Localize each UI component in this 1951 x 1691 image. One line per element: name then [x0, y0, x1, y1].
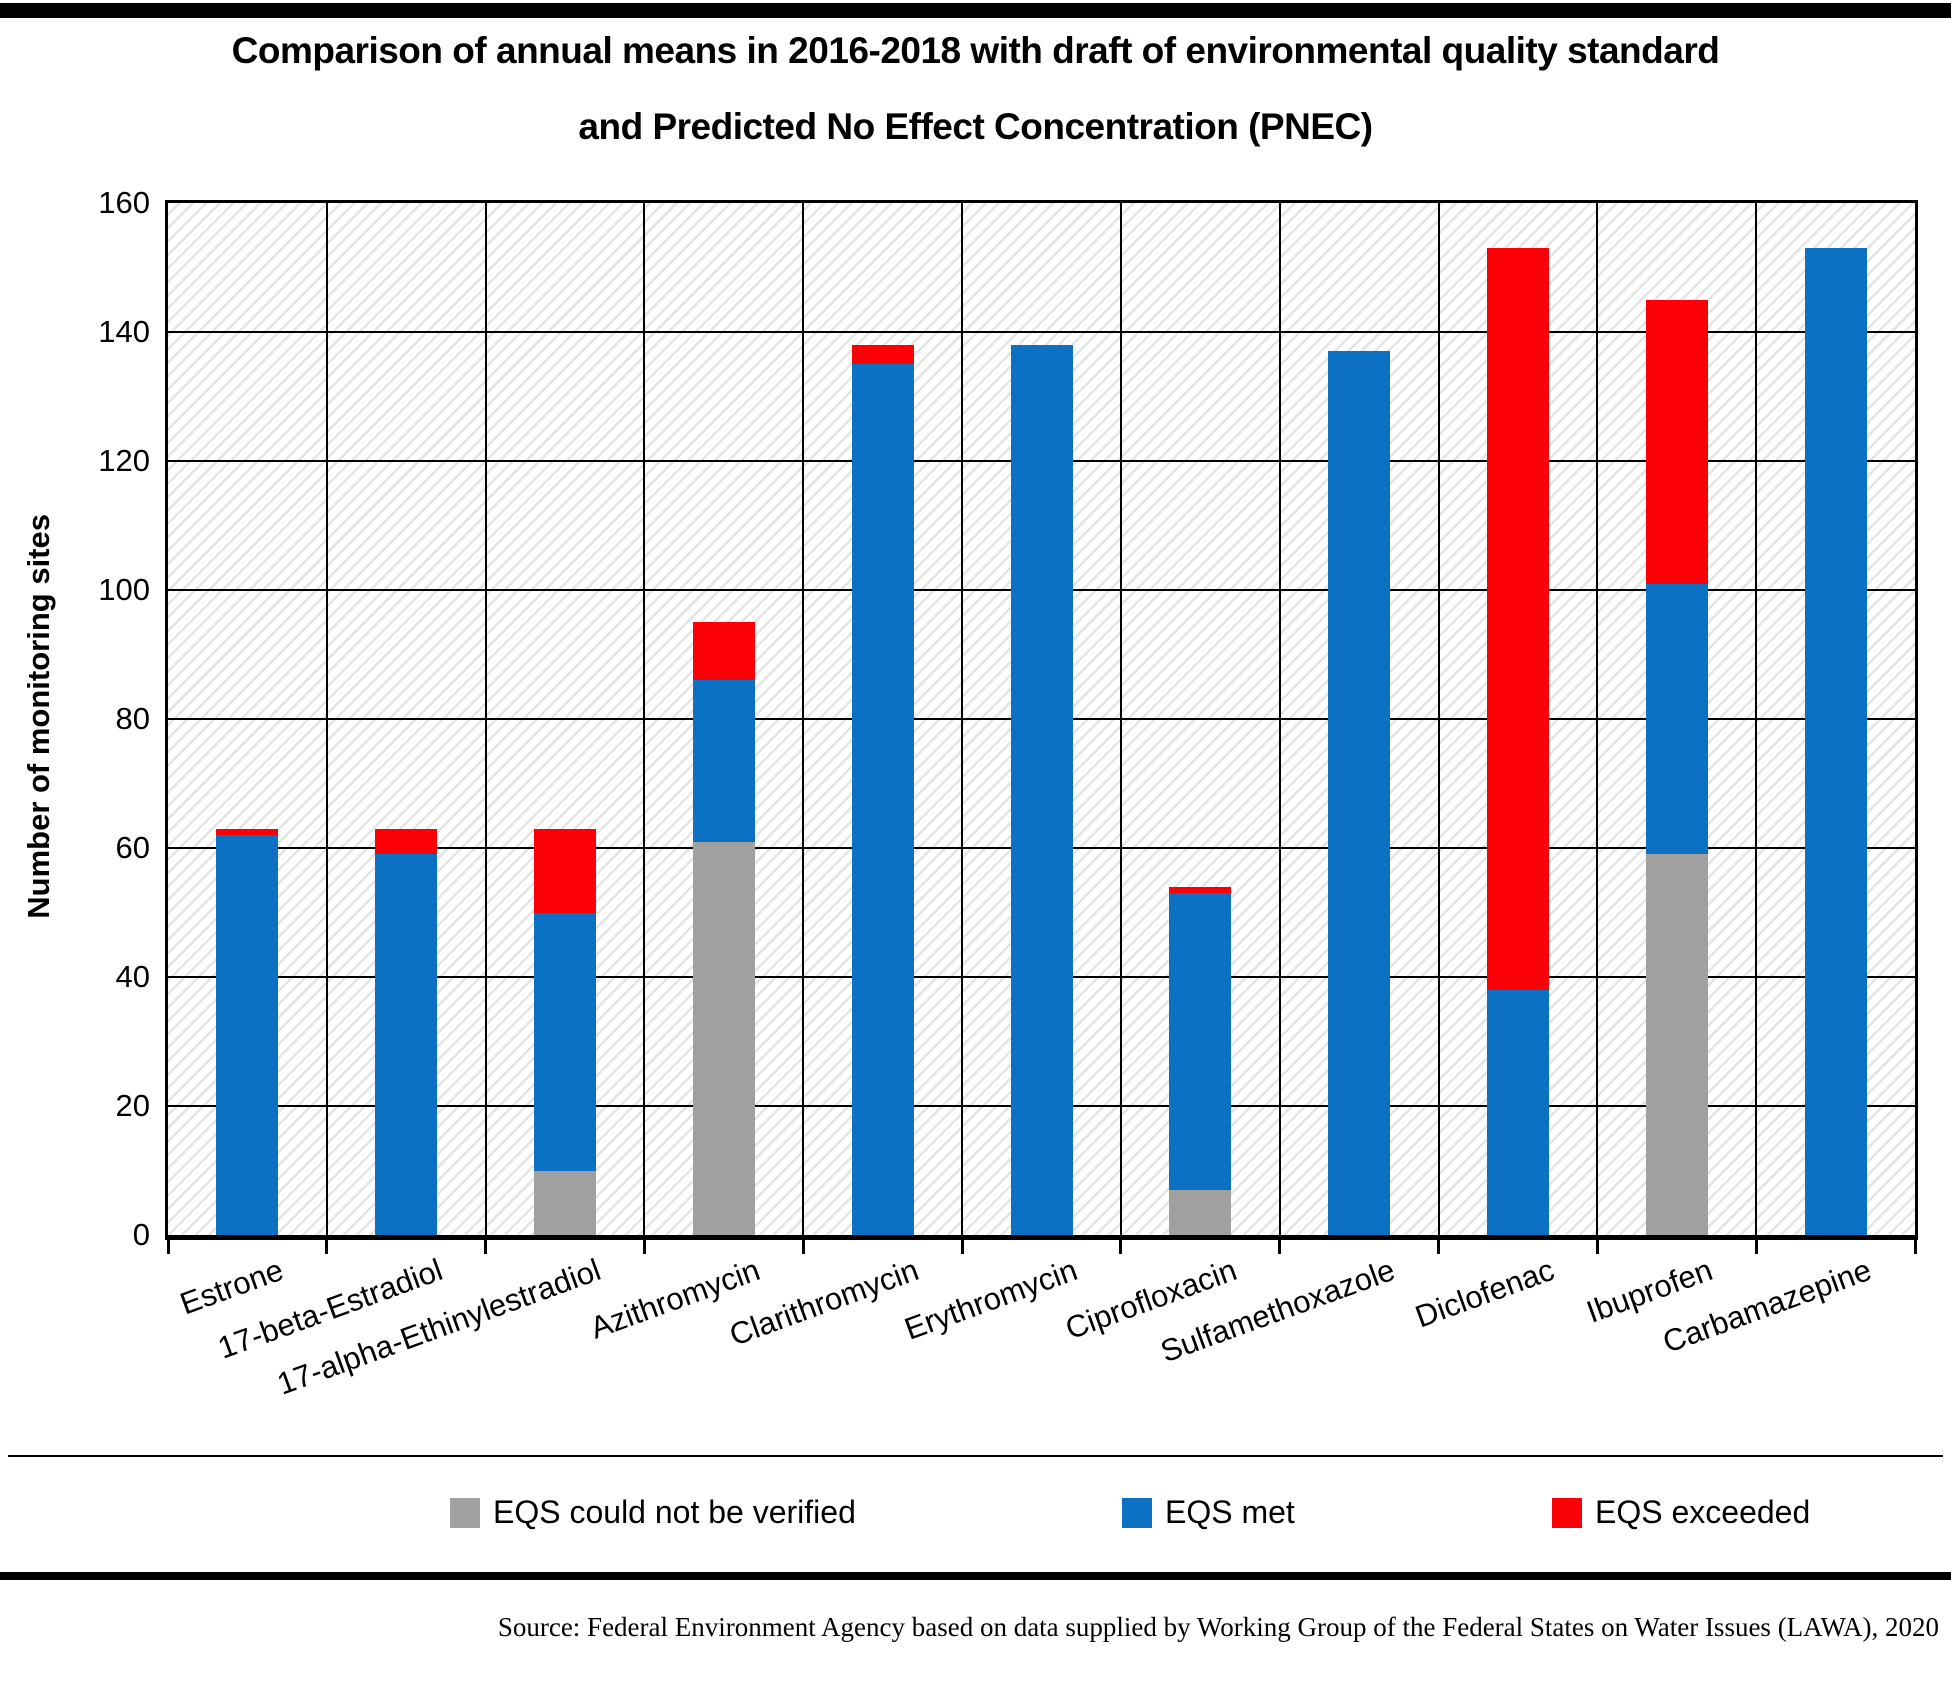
x-tick-mark	[1754, 1240, 1758, 1254]
bar-segment-eqs_met	[1328, 351, 1391, 1235]
y-tick-label: 0	[132, 1217, 150, 1252]
divider-thick	[0, 1572, 1951, 1580]
top-border-bar	[0, 3, 1951, 18]
y-tick-label: 100	[98, 572, 150, 607]
gridline-horizontal	[168, 331, 1915, 333]
bar-segment-eqs_not_verified	[534, 1170, 597, 1235]
legend-item: EQS exceeded	[1552, 1494, 1810, 1531]
legend-swatch-icon	[1552, 1497, 1582, 1528]
y-tick-label: 20	[115, 1088, 150, 1123]
bar-segment-eqs_exceeded	[1486, 248, 1549, 990]
bar-segment-eqs_met	[692, 680, 755, 842]
legend-label: EQS met	[1165, 1494, 1295, 1530]
bar-segment-eqs_met	[1486, 989, 1549, 1235]
gridline-vertical	[643, 203, 646, 1235]
bar-segment-eqs_exceeded	[851, 344, 914, 365]
source-attribution: Source: Federal Environment Agency based…	[497, 1612, 1939, 1642]
y-tick-label: 80	[115, 701, 150, 736]
gridline-vertical	[1437, 203, 1440, 1235]
divider-thin	[8, 1455, 1943, 1457]
gridline-vertical	[1755, 203, 1758, 1235]
bar-segment-eqs_met	[851, 364, 914, 1235]
x-tick-mark	[1595, 1240, 1599, 1254]
bar-segment-eqs_met	[216, 835, 279, 1235]
x-tick-mark	[960, 1240, 964, 1254]
x-tick-mark	[1437, 1240, 1441, 1254]
chart-title-line2: and Predicted No Effect Concentration (P…	[578, 106, 1373, 147]
bar-segment-eqs_not_verified	[1169, 1189, 1232, 1235]
gridline-vertical	[961, 203, 964, 1235]
x-tick-mark	[642, 1240, 646, 1254]
x-category-label-text: Diclofenac	[1410, 1252, 1559, 1335]
bar-segment-eqs_exceeded	[692, 622, 755, 681]
y-tick-label: 120	[98, 443, 150, 478]
bar-segment-eqs_exceeded	[1169, 886, 1232, 894]
bar-segment-eqs_met	[1169, 893, 1232, 1190]
bar-segment-eqs_exceeded	[1645, 299, 1708, 584]
plot-area	[165, 200, 1918, 1240]
chart-title-line1: Comparison of annual means in 2016-2018 …	[231, 30, 1720, 71]
gridline-vertical	[1119, 203, 1122, 1235]
bar-segment-eqs_exceeded	[216, 828, 279, 836]
x-tick-mark	[325, 1240, 329, 1254]
legend-label: EQS could not be verified	[493, 1494, 856, 1530]
gridline-vertical	[802, 203, 805, 1235]
bar-segment-eqs_not_verified	[692, 841, 755, 1235]
y-tick-label: 60	[115, 830, 150, 865]
x-tick-mark	[1913, 1240, 1917, 1254]
gridline-vertical	[1278, 203, 1281, 1235]
legend-item: EQS could not be verified	[450, 1494, 856, 1531]
bar-segment-eqs_met	[1645, 583, 1708, 855]
x-tick-mark	[1278, 1240, 1282, 1254]
y-tick-label: 140	[98, 314, 150, 349]
bar-segment-eqs_met	[534, 912, 597, 1171]
bar-segment-eqs_met	[1010, 344, 1073, 1235]
x-category-label-text: Erythromycin	[900, 1252, 1083, 1347]
bar-segment-eqs_not_verified	[1645, 854, 1708, 1235]
bar-segment-eqs_exceeded	[534, 828, 597, 913]
legend-label: EQS exceeded	[1595, 1494, 1811, 1530]
x-tick-mark	[1119, 1240, 1123, 1254]
x-tick-mark	[801, 1240, 805, 1254]
bar-segment-eqs_met	[1804, 248, 1867, 1235]
gridline-vertical	[1596, 203, 1599, 1235]
x-tick-mark	[166, 1240, 170, 1254]
gridline-vertical	[325, 203, 328, 1235]
legend-swatch-icon	[450, 1497, 480, 1528]
bar-segment-eqs_exceeded	[375, 828, 438, 855]
y-tick-label: 40	[115, 959, 150, 994]
legend-swatch-icon	[1122, 1497, 1152, 1528]
legend-item: EQS met	[1122, 1494, 1295, 1531]
y-tick-label: 160	[98, 185, 150, 220]
gridline-vertical	[484, 203, 487, 1235]
x-tick-mark	[484, 1240, 488, 1254]
bar-segment-eqs_met	[375, 854, 438, 1235]
